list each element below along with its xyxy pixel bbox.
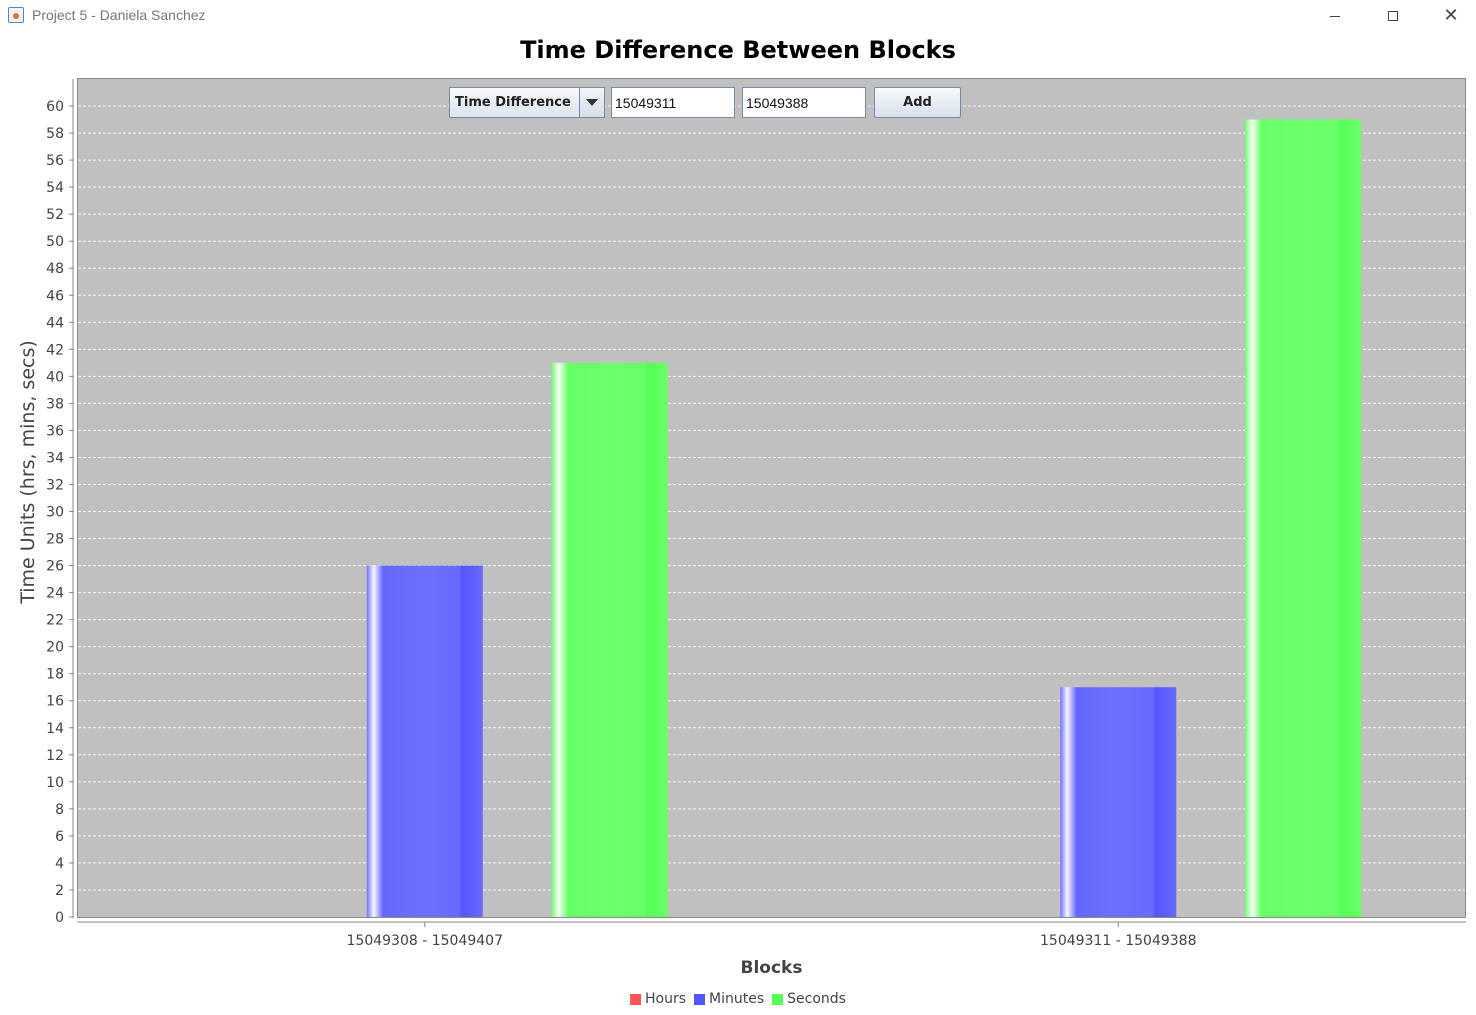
minimize-button[interactable]	[1306, 0, 1364, 32]
legend-item-minutes: Minutes	[694, 991, 764, 1007]
y-tick-label: 16	[46, 694, 64, 710]
bar-layer	[366, 119, 1362, 917]
legend-label: Hours	[645, 991, 687, 1007]
bar-seconds	[1245, 119, 1362, 917]
y-tick-label: 44	[46, 315, 64, 331]
legend-item-hours: Hours	[630, 991, 686, 1007]
y-tick-label: 58	[46, 126, 64, 142]
y-tick-label: 4	[55, 856, 64, 872]
y-tick-label: 50	[46, 234, 64, 250]
y-tick-label: 36	[46, 423, 64, 439]
legend-label: Minutes	[709, 991, 765, 1007]
y-tick-label: 2	[55, 883, 64, 899]
y-tick-label: 40	[46, 369, 64, 385]
y-tick-label: 26	[46, 559, 64, 575]
y-tick-label: 42	[46, 342, 64, 358]
y-tick-label: 14	[46, 721, 64, 737]
metric-select[interactable]: Time Difference	[449, 87, 605, 118]
y-tick-label: 38	[46, 396, 64, 412]
y-tick-label: 10	[46, 775, 64, 791]
y-axis-label: Time Units (hrs, mins, secs)	[17, 340, 39, 604]
y-tick-label: 22	[46, 613, 64, 629]
y-tick-label: 12	[46, 748, 64, 764]
dropdown-arrow-button[interactable]	[579, 88, 604, 117]
y-tick-label: 18	[46, 667, 64, 683]
y-tick-label: 52	[46, 207, 64, 223]
y-tick-label: 32	[46, 477, 64, 493]
add-button[interactable]: Add	[874, 87, 961, 118]
close-icon: ✕	[1443, 5, 1459, 26]
java-app-icon	[8, 7, 24, 23]
bar-minutes	[366, 565, 483, 917]
bar-minutes	[1060, 687, 1177, 917]
axis-layer: 0246810121416182022242628303234363840424…	[46, 79, 1466, 949]
grid-layer	[78, 105, 1465, 891]
maximize-icon	[1388, 11, 1398, 21]
x-tick-label: 15049311 - 15049388	[1040, 933, 1196, 949]
y-tick-label: 48	[46, 261, 64, 277]
window-titlebar: Project 5 - Daniela Sanchez ✕	[0, 0, 1476, 32]
block-start-input[interactable]	[611, 87, 735, 118]
y-tick-label: 56	[46, 153, 64, 169]
y-tick-label: 46	[46, 288, 64, 304]
legend-swatch	[772, 993, 784, 1005]
x-tick-label: 15049308 - 15049407	[347, 933, 503, 949]
x-axis-label: Blocks	[740, 958, 803, 978]
window-title: Project 5 - Daniela Sanchez	[32, 7, 206, 23]
y-tick-label: 54	[46, 180, 64, 196]
y-tick-label: 28	[46, 532, 64, 548]
y-tick-label: 60	[46, 99, 64, 115]
metric-select-value: Time Difference	[455, 95, 571, 110]
legend-item-seconds: Seconds	[772, 991, 846, 1007]
y-tick-label: 6	[55, 829, 64, 845]
chart-title: Time Difference Between Blocks	[520, 36, 956, 64]
plot-area	[77, 78, 1466, 918]
legend-swatch	[630, 993, 642, 1005]
legend-swatch	[694, 993, 706, 1005]
block-end-input[interactable]	[742, 87, 866, 118]
close-button[interactable]: ✕	[1422, 0, 1476, 32]
y-tick-label: 34	[46, 450, 64, 466]
chevron-down-icon	[586, 99, 598, 106]
chart-legend: Hours Minutes Seconds	[0, 991, 1476, 1007]
y-tick-label: 24	[46, 586, 64, 602]
bar-seconds	[551, 362, 668, 917]
maximize-button[interactable]	[1364, 0, 1422, 32]
y-tick-label: 8	[55, 802, 64, 818]
minimize-icon	[1330, 15, 1340, 17]
legend-label: Seconds	[787, 991, 846, 1007]
y-tick-label: 0	[55, 910, 64, 926]
y-tick-label: 30	[46, 505, 64, 521]
y-tick-label: 20	[46, 640, 64, 656]
